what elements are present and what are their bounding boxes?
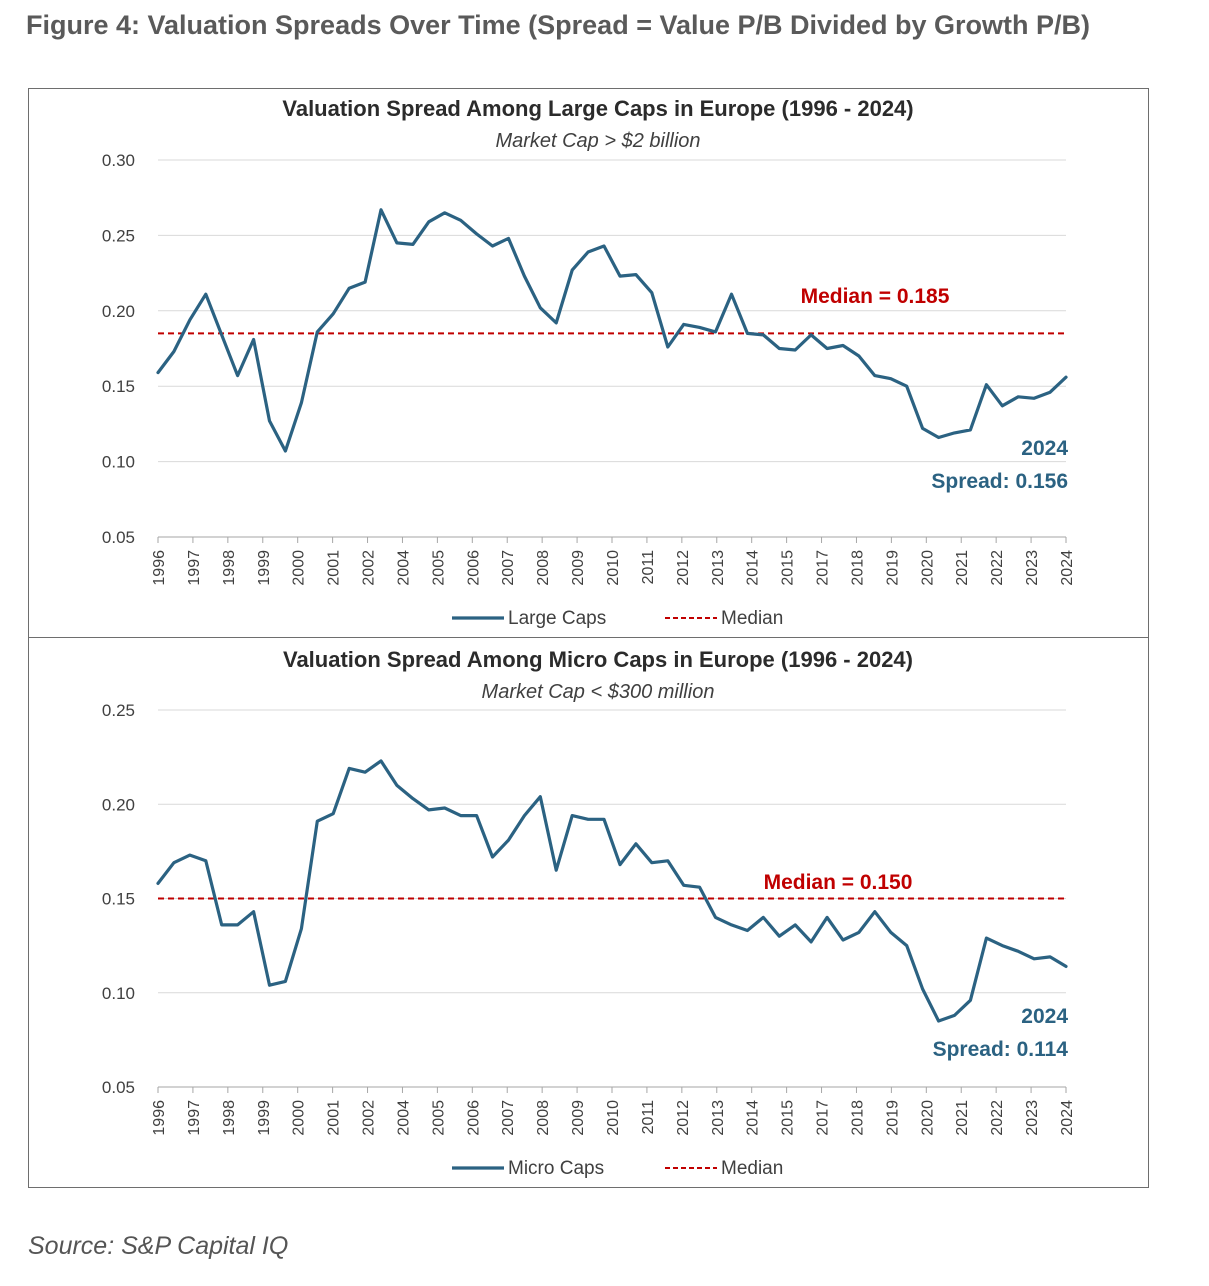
large-caps-x-tick-label: 2019 (884, 550, 901, 586)
micro-caps-x-tick-label: 2000 (291, 1100, 308, 1136)
large-caps-y-tick-label: 0.20 (102, 302, 135, 321)
micro-caps-x-tick-label: 2011 (640, 1100, 657, 1135)
micro-caps-x-tick-label: 2017 (815, 1100, 832, 1136)
large-caps-x-tick-label: 2007 (500, 550, 517, 586)
figure-title: Figure 4: Valuation Spreads Over Time (S… (26, 10, 1091, 40)
large-caps-x-tick-label: 2024 (1059, 550, 1076, 586)
micro-caps-x-tick-label: 2012 (675, 1100, 692, 1136)
micro-caps-x-tick-label: 2007 (500, 1100, 517, 1136)
large-caps-x-tick-label: 2001 (326, 550, 343, 586)
micro-caps-chart-title: Valuation Spread Among Micro Caps in Eur… (283, 647, 913, 672)
large-caps-y-tick-label: 0.10 (102, 453, 135, 472)
large-caps-x-tick-label: 2018 (849, 550, 866, 586)
large-caps-x-tick-label: 2021 (954, 550, 971, 586)
micro-caps-x-tick-label: 1999 (256, 1100, 273, 1136)
large-caps-x-tick-label: 2009 (570, 550, 587, 586)
large-caps-x-tick-label: 2014 (745, 550, 762, 586)
large-caps-y-tick-label: 0.15 (102, 377, 135, 396)
large-caps-chart-title: Valuation Spread Among Large Caps in Eur… (282, 96, 913, 121)
micro-caps-x-tick-label: 2014 (745, 1100, 762, 1136)
large-caps-series-line (156, 208, 1068, 453)
large-caps-legend-median-label: Median (721, 608, 783, 629)
large-caps-x-tick-label: 2017 (815, 550, 832, 586)
large-caps-x-tick-label: 2015 (780, 550, 797, 586)
micro-caps-chart: Valuation Spread Among Micro Caps in Eur… (102, 647, 1076, 1179)
large-caps-x-tick-label: 2010 (605, 550, 622, 586)
large-caps-legend-series-label: Large Caps (508, 608, 606, 629)
large-caps-x-tick-label: 2011 (640, 550, 657, 585)
micro-caps-y-tick-label: 0.25 (102, 701, 135, 720)
micro-caps-x-tick-label: 2004 (395, 1100, 412, 1136)
micro-caps-x-tick-label: 2019 (884, 1100, 901, 1136)
large-caps-y-tick-label: 0.30 (102, 151, 135, 170)
micro-caps-annotation-year: 2024 (1021, 1005, 1068, 1028)
source-note: Source: S&P Capital IQ (28, 1232, 289, 1260)
large-caps-x-tick-label: 2004 (395, 550, 412, 586)
large-caps-x-tick-label: 2005 (430, 550, 447, 586)
micro-caps-x-tick-label: 2020 (919, 1100, 936, 1136)
micro-caps-x-tick-label: 2006 (465, 1100, 482, 1136)
large-caps-x-tick-label: 1999 (256, 550, 273, 586)
chart-frame (28, 88, 1149, 1188)
micro-caps-x-tick-label: 2018 (849, 1100, 866, 1136)
micro-caps-x-tick-label: 2010 (605, 1100, 622, 1136)
micro-caps-y-tick-label: 0.15 (102, 890, 135, 909)
large-caps-x-tick-label: 2000 (291, 550, 308, 586)
large-caps-x-tick-label: 1998 (221, 550, 238, 586)
large-caps-y-tick-label: 0.25 (102, 226, 135, 245)
micro-caps-y-tick-label: 0.20 (102, 795, 135, 814)
micro-caps-x-tick-label: 2024 (1059, 1100, 1076, 1136)
large-caps-annotation-spread: Spread: 0.156 (931, 470, 1068, 493)
micro-caps-x-tick-label: 2005 (430, 1100, 447, 1136)
micro-caps-x-tick-label: 2008 (535, 1100, 552, 1136)
micro-caps-y-tick-label: 0.10 (102, 984, 135, 1003)
large-caps-x-tick-label: 1997 (186, 550, 203, 586)
micro-caps-annotation-spread: Spread: 0.114 (933, 1038, 1069, 1061)
chart-divider (28, 637, 1149, 638)
micro-caps-x-tick-label: 2021 (954, 1100, 971, 1136)
large-caps-x-tick-label: 2020 (919, 550, 936, 586)
micro-caps-x-tick-label: 1998 (221, 1100, 238, 1136)
micro-caps-x-tick-label: 2023 (1024, 1100, 1041, 1136)
micro-caps-median-label: Median = 0.150 (764, 871, 913, 894)
micro-caps-y-tick-label: 0.05 (102, 1078, 135, 1097)
micro-caps-x-tick-label: 2002 (361, 1100, 378, 1136)
micro-caps-series-line (156, 759, 1068, 1023)
micro-caps-x-tick-label: 2009 (570, 1100, 587, 1136)
large-caps-median-label: Median = 0.185 (801, 285, 950, 308)
micro-caps-x-tick-label: 2013 (710, 1100, 727, 1136)
micro-caps-x-tick-label: 2022 (989, 1100, 1006, 1136)
micro-caps-x-tick-label: 1996 (151, 1100, 168, 1136)
micro-caps-legend-series-label: Micro Caps (508, 1158, 604, 1179)
micro-caps-x-tick-label: 2015 (780, 1100, 797, 1136)
large-caps-chart-subtitle: Market Cap > $2 billion (495, 130, 700, 152)
micro-caps-x-tick-label: 2001 (326, 1100, 343, 1136)
large-caps-x-tick-label: 2022 (989, 550, 1006, 586)
large-caps-x-tick-label: 2013 (710, 550, 727, 586)
large-caps-x-tick-label: 2023 (1024, 550, 1041, 586)
large-caps-x-tick-label: 2002 (361, 550, 378, 586)
large-caps-x-tick-label: 2012 (675, 550, 692, 586)
large-caps-y-tick-label: 0.05 (102, 528, 135, 547)
micro-caps-chart-subtitle: Market Cap < $300 million (482, 681, 715, 703)
micro-caps-legend-median-label: Median (721, 1158, 783, 1179)
micro-caps-x-tick-label: 1997 (186, 1100, 203, 1136)
large-caps-x-tick-label: 2008 (535, 550, 552, 586)
large-caps-x-tick-label: 2006 (465, 550, 482, 586)
large-caps-annotation-year: 2024 (1021, 437, 1068, 460)
large-caps-chart: Valuation Spread Among Large Caps in Eur… (102, 96, 1076, 629)
large-caps-x-tick-label: 1996 (151, 550, 168, 586)
